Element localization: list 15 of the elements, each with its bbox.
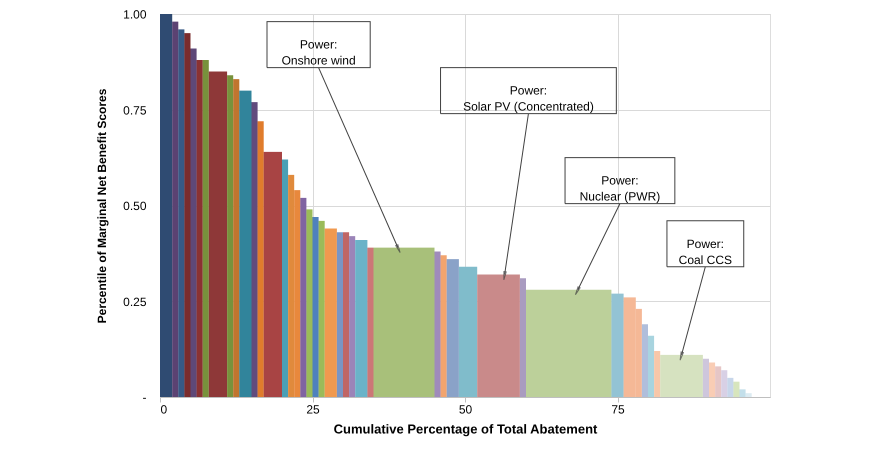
y-tick-label: 0.75: [123, 103, 147, 118]
y-tick-label: -: [142, 390, 146, 404]
y-axis-title: Percentile of Marginal Net Benefit Scores: [95, 88, 110, 324]
y-tick-label: 0.25: [123, 294, 147, 309]
x-tick-label: 75: [611, 402, 625, 416]
y-tick-label: 0.50: [123, 199, 147, 213]
x-tick-label: 25: [306, 402, 320, 416]
annotation: Power: Onshore wind: [282, 38, 356, 68]
x-tick-label: 50: [458, 402, 472, 416]
annotation: Power: Coal CCS: [678, 236, 732, 267]
annotation: Power: Nuclear (PWR): [580, 174, 660, 204]
x-axis-title: Cumulative Percentage of Total Abatement: [334, 422, 598, 436]
y-tick-label: 1.00: [123, 8, 147, 22]
x-tick-label: 0: [160, 402, 168, 416]
annotation: Power: Solar PV (Concentrated): [463, 84, 594, 114]
